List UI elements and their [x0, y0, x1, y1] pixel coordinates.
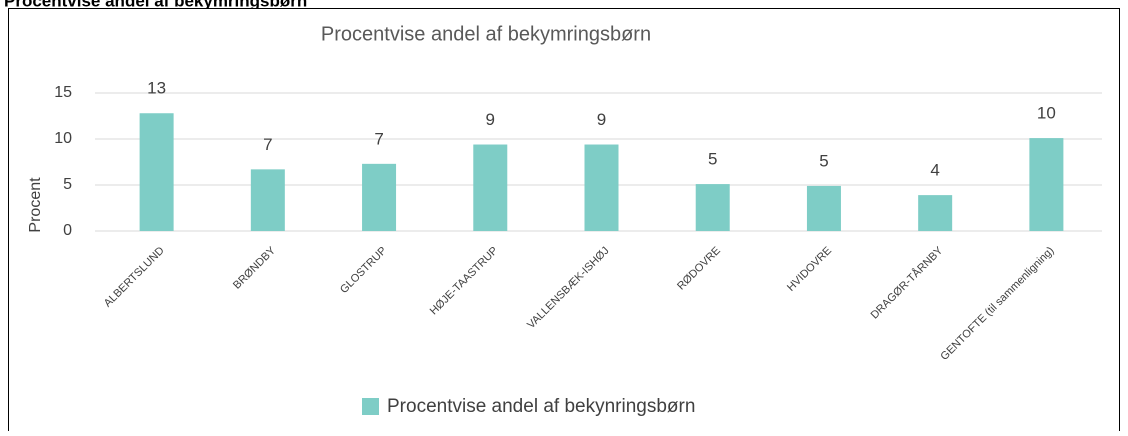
legend-swatch [362, 398, 379, 415]
bar [918, 195, 953, 231]
data-label: 7 [374, 129, 383, 148]
data-label: 5 [819, 151, 828, 170]
data-label: 4 [930, 161, 939, 180]
chart-title: Procentvise andel af bekymringsbørn [321, 23, 651, 45]
y-tick-label: 15 [54, 84, 72, 101]
bar [806, 185, 841, 231]
data-label: 13 [147, 79, 166, 98]
data-label: 9 [486, 110, 495, 129]
bar [250, 169, 285, 231]
y-tick-label: 10 [54, 130, 72, 147]
data-label: 10 [1037, 104, 1056, 123]
bar [139, 113, 174, 231]
bar [473, 144, 508, 231]
y-tick-label: 0 [63, 222, 72, 239]
bar [1029, 138, 1064, 231]
chart-frame [8, 8, 1120, 436]
data-label: 9 [597, 110, 606, 129]
bar [362, 163, 397, 231]
data-label: 7 [263, 135, 272, 154]
page-heading: Procentvise andel af bekymringsbørn [4, 0, 307, 10]
data-label: 5 [708, 150, 717, 169]
legend-label: Procentvise andel af bekynringsbørn [387, 396, 695, 417]
bar [584, 144, 619, 231]
y-axis-label: Procent [27, 177, 44, 233]
y-tick-label: 5 [63, 176, 72, 193]
bar [695, 184, 730, 231]
